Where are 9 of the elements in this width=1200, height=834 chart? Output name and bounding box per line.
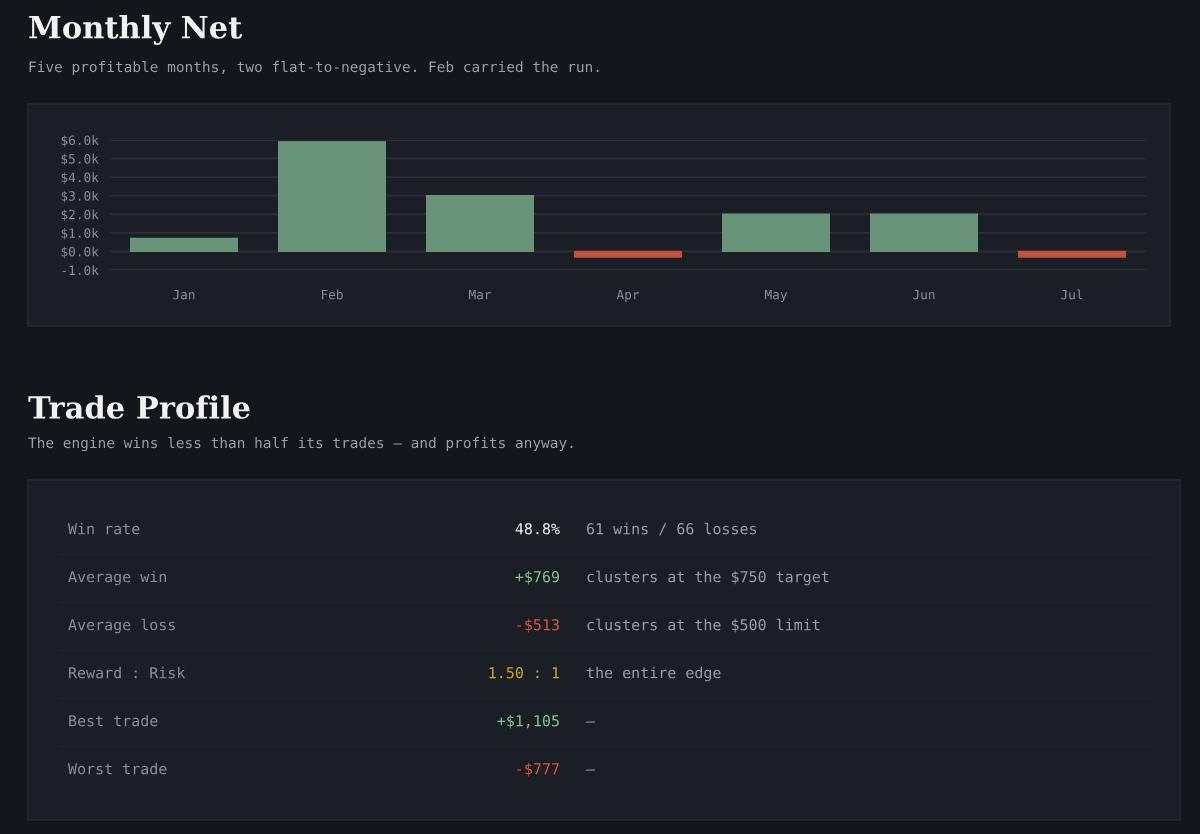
chart-title: Monthly Net bbox=[29, 15, 243, 45]
bar bbox=[870, 213, 978, 253]
bar bbox=[278, 141, 386, 253]
bar bbox=[1018, 250, 1126, 258]
bar bbox=[722, 213, 830, 253]
bar bbox=[574, 250, 682, 258]
bar bbox=[130, 237, 238, 253]
text: Trade Profile bbox=[28, 395, 250, 419]
bar bbox=[426, 195, 534, 253]
